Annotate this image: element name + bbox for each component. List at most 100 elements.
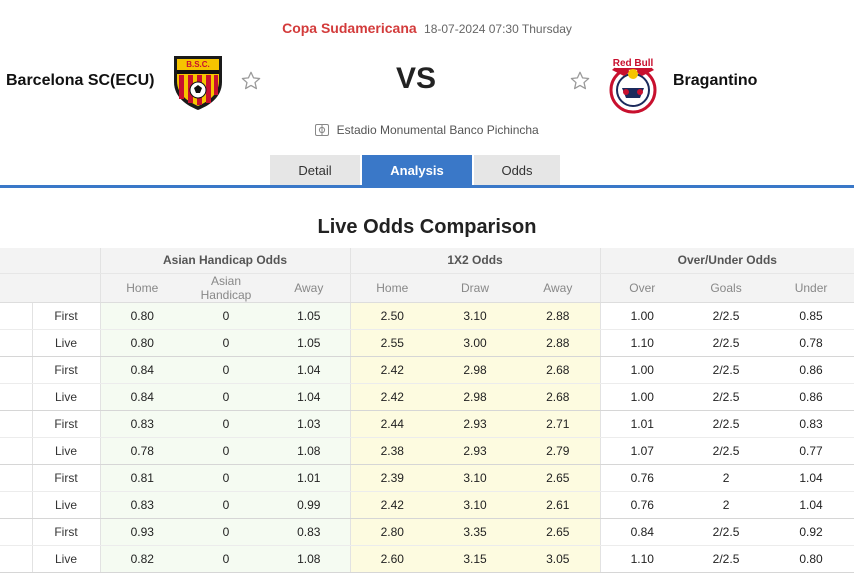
table-row[interactable]: Live 0.84 0 1.04 2.42 2.98 2.68 1.00 2/2.5 0.86 <box>0 383 854 411</box>
tab-analysis[interactable]: Analysis <box>362 155 472 186</box>
cell-ou-goals[interactable]: 2 <box>684 464 769 492</box>
away-team-name[interactable]: Bragantino <box>673 72 758 89</box>
cell-x12-draw[interactable]: 3.10 <box>434 464 517 492</box>
table-row[interactable]: Live 0.78 0 1.08 2.38 2.93 2.79 1.07 2/2.5 0.77 <box>0 437 854 465</box>
table-row[interactable]: First 0.84 0 1.04 2.42 2.98 2.68 1.00 2/2.5 0.86 <box>0 356 854 384</box>
cell-ou-under[interactable]: 1.04 <box>768 464 854 492</box>
cell-x12-away[interactable]: 2.65 <box>516 518 601 546</box>
cell-x12-draw[interactable]: 3.35 <box>434 518 517 546</box>
cell-ah-away[interactable]: 1.08 <box>268 545 351 573</box>
cell-ou-over[interactable]: 0.76 <box>599 491 685 519</box>
home-team-logo[interactable]: B.S.C. <box>168 52 228 112</box>
cell-ah-away[interactable]: 1.03 <box>268 410 351 438</box>
away-team-logo[interactable]: Red Bull <box>602 52 664 114</box>
cell-x12-away[interactable]: 2.88 <box>516 302 601 330</box>
cell-x12-away[interactable]: 3.05 <box>516 545 601 573</box>
cell-ah-home[interactable]: 0.84 <box>99 356 184 384</box>
cell-ah-away[interactable]: 1.05 <box>268 329 351 357</box>
cell-ou-under[interactable]: 0.78 <box>768 329 854 357</box>
cell-x12-draw[interactable]: 3.00 <box>434 329 517 357</box>
cell-ou-over[interactable]: 1.00 <box>599 302 685 330</box>
cell-ou-over[interactable]: 0.76 <box>599 464 685 492</box>
cell-ah-handicap[interactable]: 0 <box>184 464 268 492</box>
cell-ah-handicap[interactable]: 0 <box>184 329 268 357</box>
cell-ou-under[interactable]: 0.92 <box>768 518 854 546</box>
table-row[interactable]: First 0.83 0 1.03 2.44 2.93 2.71 1.01 2/2.5 0.83 <box>0 410 854 438</box>
table-row[interactable]: Live 0.82 0 1.08 2.60 3.15 3.05 1.10 2/2.5 0.80 <box>0 545 854 573</box>
table-row[interactable]: Live 0.83 0 0.99 2.42 3.10 2.61 0.76 2 1.04 <box>0 491 854 519</box>
cell-x12-home[interactable]: 2.55 <box>349 329 435 357</box>
cell-x12-home[interactable]: 2.80 <box>349 518 435 546</box>
cell-x12-draw[interactable]: 2.98 <box>434 383 517 411</box>
cell-ou-under[interactable]: 0.77 <box>768 437 854 465</box>
cell-ou-goals[interactable]: 2/2.5 <box>684 329 769 357</box>
cell-ah-handicap[interactable]: 0 <box>184 383 268 411</box>
cell-ou-over[interactable]: 1.07 <box>599 437 685 465</box>
cell-ah-away[interactable]: 1.08 <box>268 437 351 465</box>
cell-x12-draw[interactable]: 3.10 <box>434 491 517 519</box>
cell-ou-under[interactable]: 0.86 <box>768 356 854 384</box>
table-row[interactable]: First 0.81 0 1.01 2.39 3.10 2.65 0.76 2 1.04 <box>0 464 854 492</box>
cell-x12-away[interactable]: 2.65 <box>516 464 601 492</box>
star-icon[interactable] <box>569 70 591 92</box>
cell-ou-goals[interactable]: 2/2.5 <box>684 545 769 573</box>
cell-ou-goals[interactable]: 2/2.5 <box>684 518 769 546</box>
cell-ou-over[interactable]: 1.00 <box>599 383 685 411</box>
cell-x12-away[interactable]: 2.61 <box>516 491 601 519</box>
cell-x12-draw[interactable]: 2.93 <box>434 410 517 438</box>
cell-ou-goals[interactable]: 2/2.5 <box>684 383 769 411</box>
cell-x12-draw[interactable]: 3.15 <box>434 545 517 573</box>
cell-x12-home[interactable]: 2.42 <box>349 356 435 384</box>
cell-ah-handicap[interactable]: 0 <box>184 302 268 330</box>
table-row[interactable]: First 0.80 0 1.05 2.50 3.10 2.88 1.00 2/2.5 0.85 <box>0 302 854 330</box>
cell-ou-over[interactable]: 1.01 <box>599 410 685 438</box>
cell-ou-over[interactable]: 1.10 <box>599 545 685 573</box>
cell-ah-home[interactable]: 0.80 <box>99 302 184 330</box>
cell-ou-goals[interactable]: 2/2.5 <box>684 410 769 438</box>
cell-x12-home[interactable]: 2.44 <box>349 410 435 438</box>
cell-ah-home[interactable]: 0.81 <box>99 464 184 492</box>
cell-ah-away[interactable]: 0.83 <box>268 518 351 546</box>
cell-ah-away[interactable]: 1.04 <box>268 383 351 411</box>
cell-ah-away[interactable]: 1.01 <box>268 464 351 492</box>
cell-ah-handicap[interactable]: 0 <box>184 491 268 519</box>
cell-x12-home[interactable]: 2.50 <box>349 302 435 330</box>
cell-ou-goals[interactable]: 2/2.5 <box>684 302 769 330</box>
cell-ah-handicap[interactable]: 0 <box>184 410 268 438</box>
cell-ah-home[interactable]: 0.78 <box>99 437 184 465</box>
cell-x12-away[interactable]: 2.68 <box>516 383 601 411</box>
cell-ah-handicap[interactable]: 0 <box>184 545 268 573</box>
cell-x12-home[interactable]: 2.39 <box>349 464 435 492</box>
cell-x12-away[interactable]: 2.71 <box>516 410 601 438</box>
cell-ah-home[interactable]: 0.84 <box>99 383 184 411</box>
competition-name[interactable]: Copa Sudamericana <box>282 20 417 36</box>
cell-ou-over[interactable]: 0.84 <box>599 518 685 546</box>
cell-x12-draw[interactable]: 2.93 <box>434 437 517 465</box>
cell-ou-goals[interactable]: 2/2.5 <box>684 437 769 465</box>
cell-x12-home[interactable]: 2.38 <box>349 437 435 465</box>
cell-ou-under[interactable]: 1.04 <box>768 491 854 519</box>
home-team-name[interactable]: Barcelona SC(ECU) <box>6 72 155 89</box>
cell-ah-home[interactable]: 0.80 <box>99 329 184 357</box>
cell-ah-away[interactable]: 0.99 <box>268 491 351 519</box>
cell-x12-home[interactable]: 2.42 <box>349 491 435 519</box>
cell-ah-away[interactable]: 1.04 <box>268 356 351 384</box>
cell-x12-away[interactable]: 2.88 <box>516 329 601 357</box>
cell-ah-home[interactable]: 0.82 <box>99 545 184 573</box>
cell-ah-handicap[interactable]: 0 <box>184 518 268 546</box>
cell-ah-handicap[interactable]: 0 <box>184 437 268 465</box>
cell-x12-draw[interactable]: 3.10 <box>434 302 517 330</box>
cell-ah-handicap[interactable]: 0 <box>184 356 268 384</box>
table-row[interactable]: Live 0.80 0 1.05 2.55 3.00 2.88 1.10 2/2.5 0.78 <box>0 329 854 357</box>
cell-ah-home[interactable]: 0.93 <box>99 518 184 546</box>
cell-ou-under[interactable]: 0.80 <box>768 545 854 573</box>
cell-ou-under[interactable]: 0.85 <box>768 302 854 330</box>
cell-ou-over[interactable]: 1.00 <box>599 356 685 384</box>
table-row[interactable]: First 0.93 0 0.83 2.80 3.35 2.65 0.84 2/2.5 0.92 <box>0 518 854 546</box>
cell-x12-away[interactable]: 2.79 <box>516 437 601 465</box>
cell-ah-away[interactable]: 1.05 <box>268 302 351 330</box>
cell-ah-home[interactable]: 0.83 <box>99 491 184 519</box>
star-icon[interactable] <box>240 70 262 92</box>
cell-x12-draw[interactable]: 2.98 <box>434 356 517 384</box>
tab-odds[interactable]: Odds <box>474 155 560 186</box>
